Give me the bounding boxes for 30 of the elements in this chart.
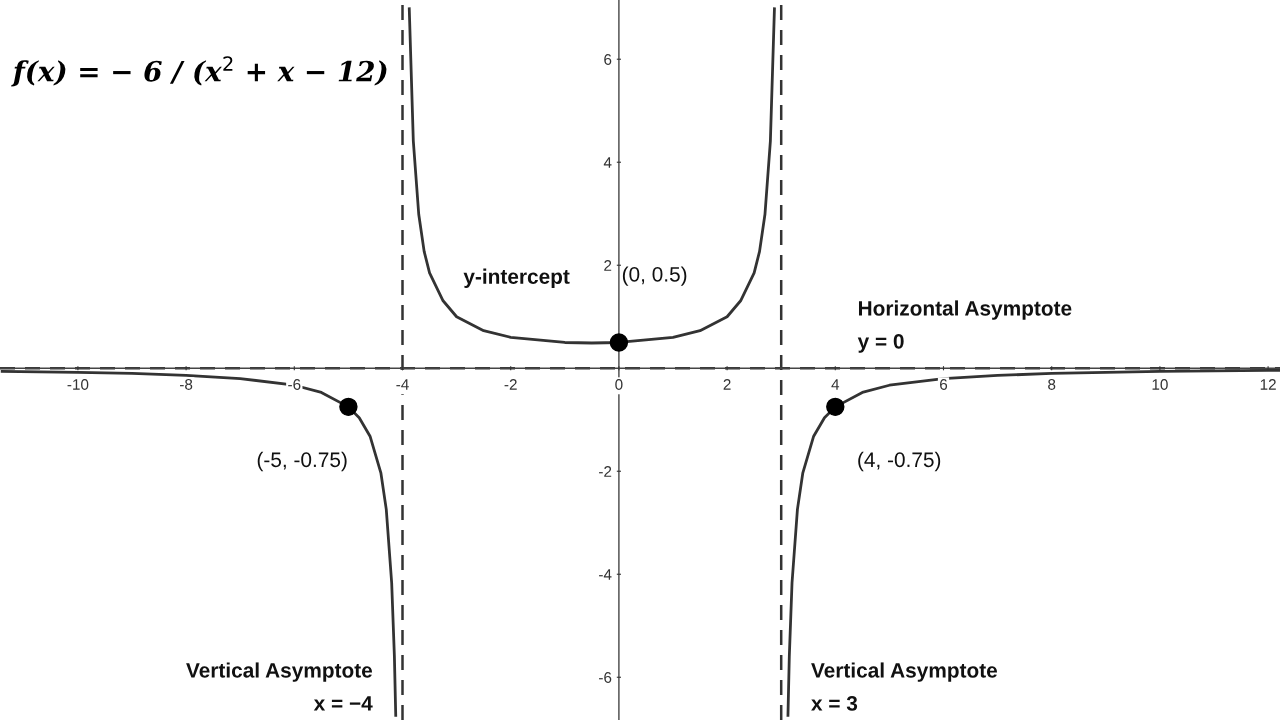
y-tick-label: -4 [599, 569, 612, 580]
annotation: y-intercept [463, 268, 570, 288]
text: f(x) = − 6 / (x$^{2}$ + x − 12) [11, 56, 387, 87]
point [826, 397, 845, 417]
x-tick-label: -6 [288, 379, 301, 390]
point [609, 333, 629, 352]
line-series [0, 369, 398, 717]
x-tick-label: -2 [504, 379, 517, 390]
ref-line-label: Vertical Asymptote x = −4 [186, 662, 373, 711]
x-tick-label: -10 [67, 379, 89, 390]
annotation: (4, -0.75) [858, 451, 941, 472]
x-tick-label: 4 [831, 379, 840, 390]
y-tick-label: 2 [604, 260, 612, 271]
ref-line-label: Horizontal Asymptote y = 0 [857, 300, 1072, 353]
x-tick-label: -8 [179, 379, 193, 390]
y-tick-label: -6 [599, 672, 612, 683]
x-tick-label: 0 [615, 379, 623, 390]
ref-line-label: Vertical Asymptote x = 3 [811, 662, 998, 711]
point [339, 397, 358, 417]
y-tick-label: -2 [599, 466, 612, 477]
x-tick-label: 10 [1152, 379, 1168, 390]
y-tick-label: 6 [604, 54, 612, 65]
annotation: (0, 0.5) [622, 266, 687, 286]
y-tick-label: 4 [603, 157, 612, 168]
annotation: (-5, -0.75) [257, 451, 347, 472]
x-tick-label: -4 [396, 379, 409, 390]
x-tick-label: 2 [723, 379, 731, 390]
x-tick-label: 12 [1260, 379, 1276, 390]
x-tick-label: 6 [940, 379, 948, 390]
x-tick-label: 8 [1048, 379, 1056, 390]
